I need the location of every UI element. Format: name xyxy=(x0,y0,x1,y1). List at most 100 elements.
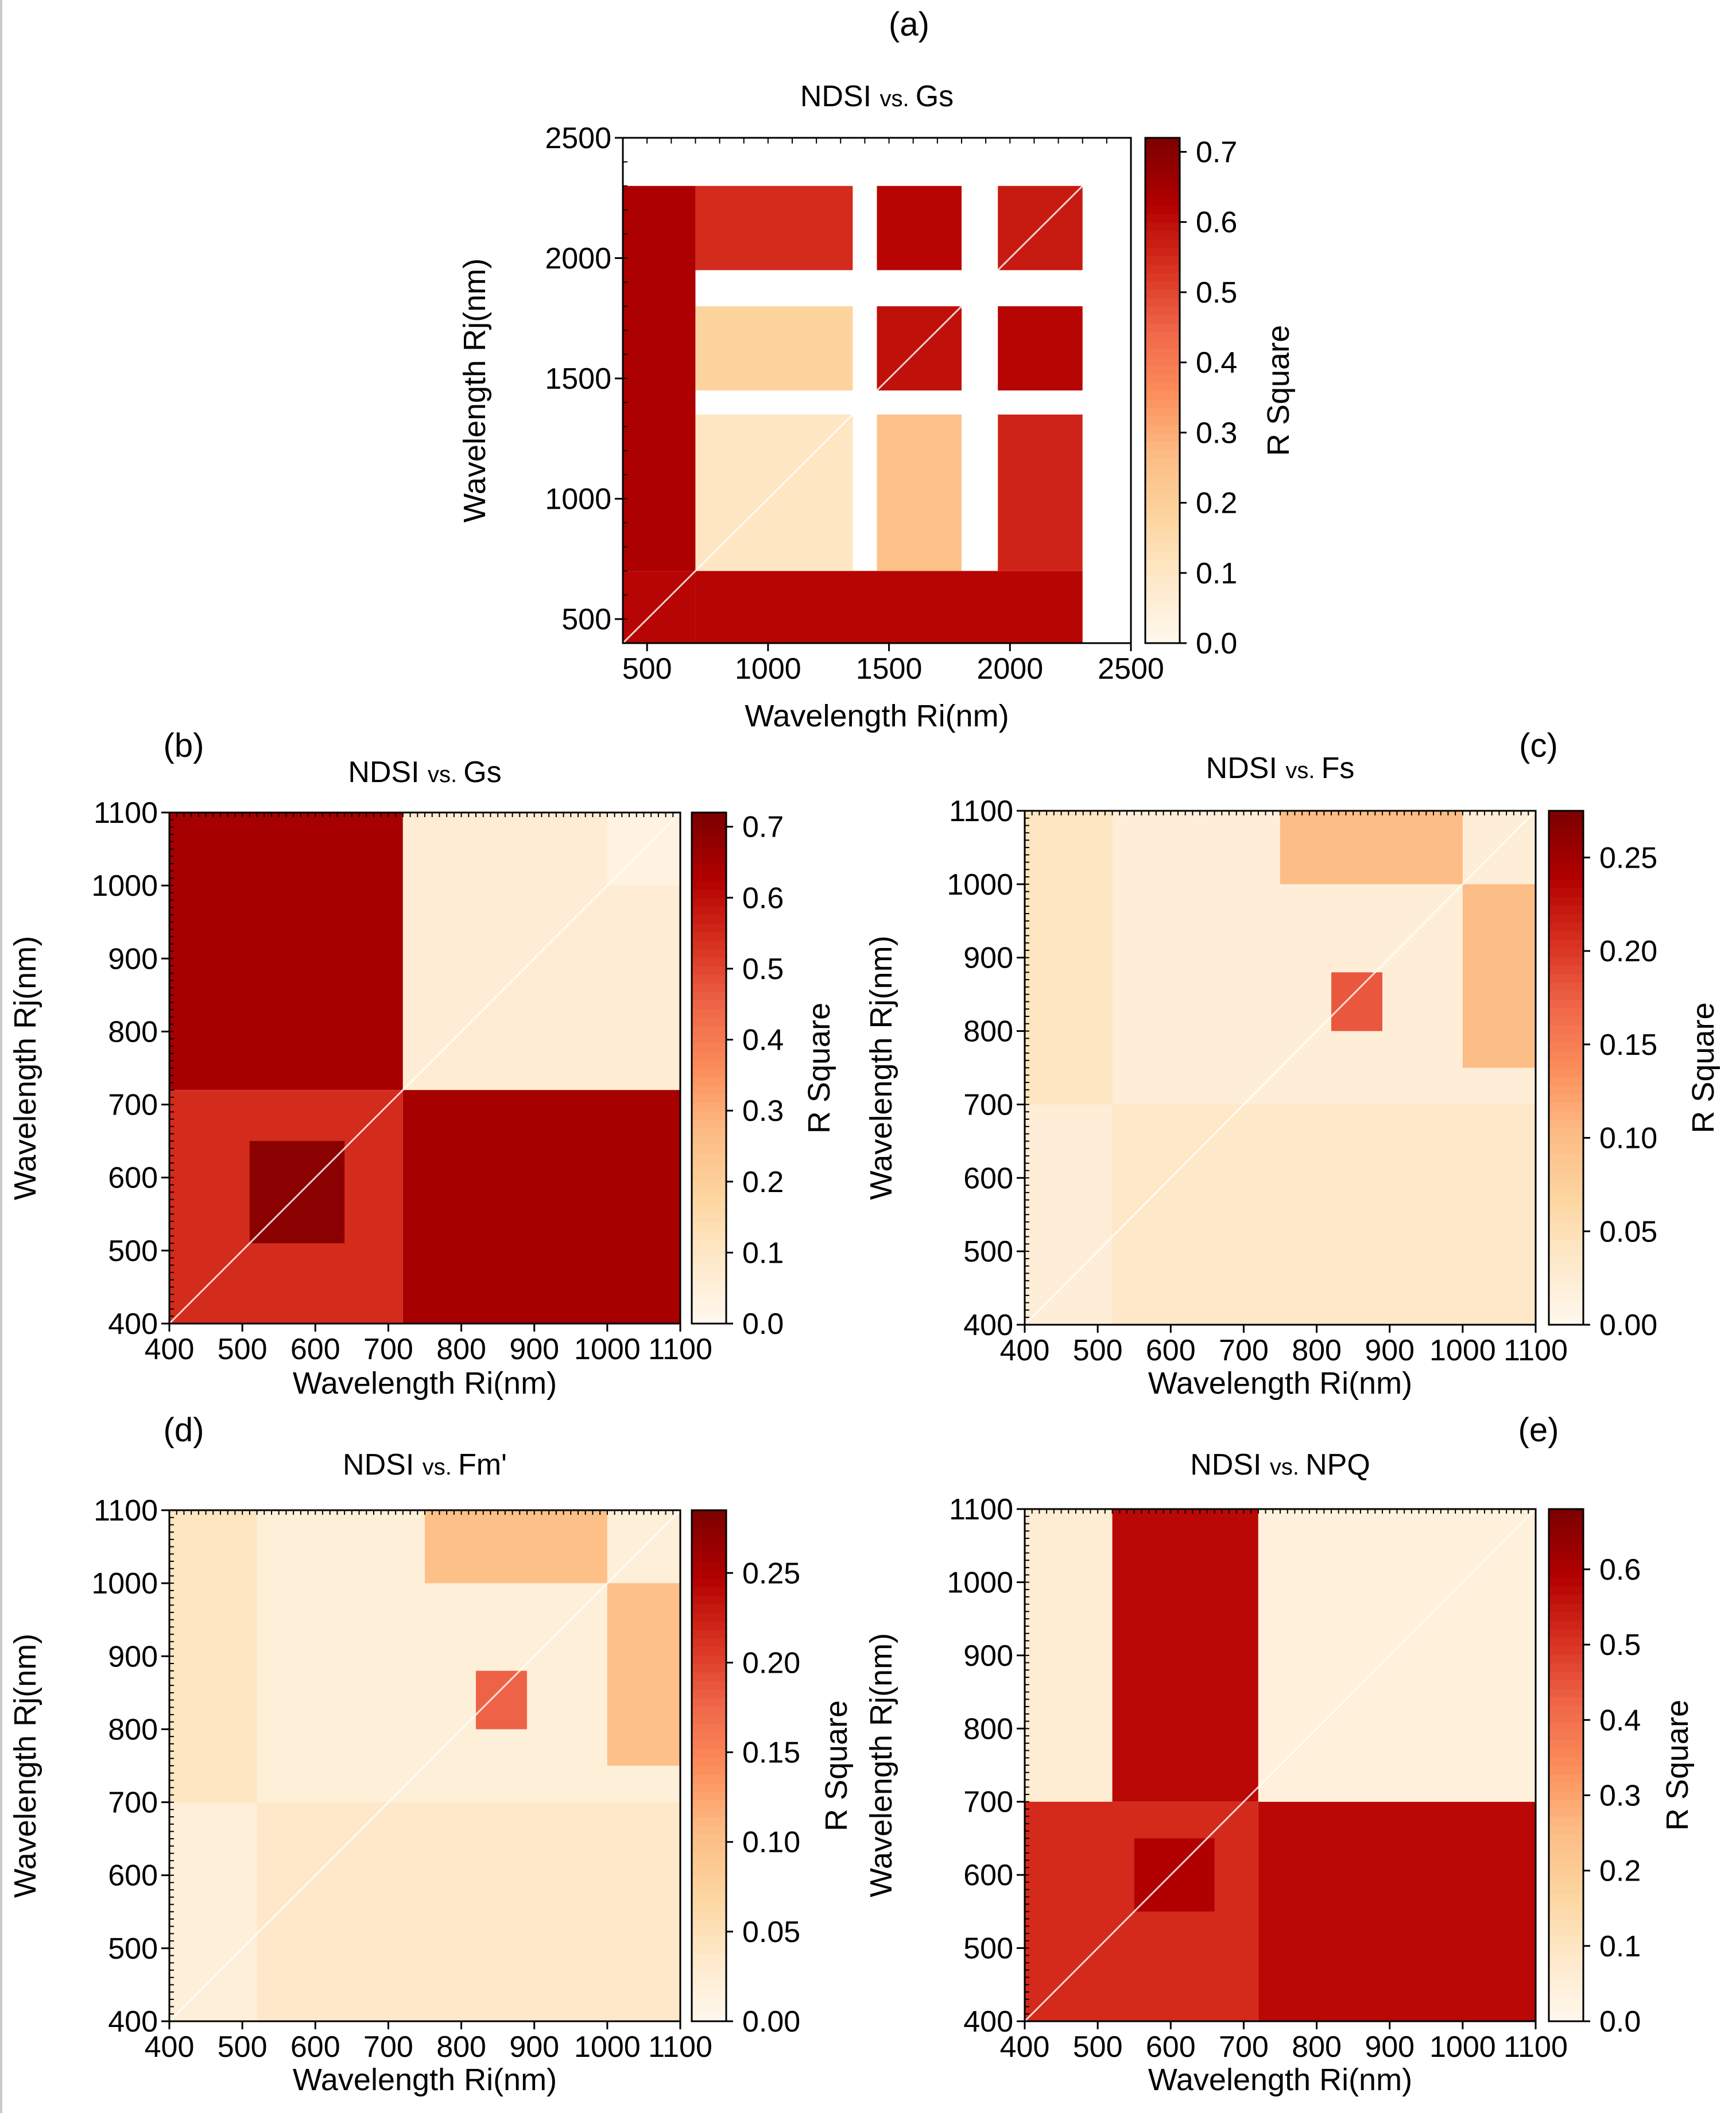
panel-c: 400 500 600 700 800 900 1000 110040050060070080… xyxy=(864,727,1720,1401)
colorbar-segment-b xyxy=(692,906,726,915)
colorbar-segment-a xyxy=(1145,357,1180,366)
y-axis-label-c: Wavelength Rj(nm) xyxy=(864,935,898,1200)
colorbar-segment-d xyxy=(692,1578,726,1588)
y-tick-label-d: 800 xyxy=(108,1713,158,1746)
colorbar-segment-b xyxy=(692,1178,726,1188)
y-tick-label-e: 700 xyxy=(963,1786,1013,1819)
colorbar-segment-b xyxy=(692,940,726,950)
colorbar-segment-d xyxy=(692,1757,726,1766)
colorbar-segment-d xyxy=(692,1527,726,1537)
colorbar-segment-a xyxy=(1145,584,1180,593)
colorbar-segment-d xyxy=(692,1612,726,1622)
heatmap-cell-a-1 xyxy=(623,185,696,571)
x-tick-label-d: 1000 xyxy=(574,2030,641,2064)
colorbar-segment-a xyxy=(1145,247,1180,257)
panel-d: 400 500 600 700 800 900 1000 110040050060070080… xyxy=(8,1411,854,2097)
colorbar-frame-b xyxy=(691,811,727,1325)
colorbar-segment-e xyxy=(1549,1517,1583,1527)
colorbar-frame-c xyxy=(1548,810,1584,1326)
colorbar-segment-e xyxy=(1549,1842,1583,1851)
colorbar-segment-d xyxy=(692,2004,726,2014)
colorbar-segment-a xyxy=(1145,272,1180,282)
colorbar-segment-c xyxy=(1549,1119,1583,1128)
heatmap-cell-e-0 xyxy=(1025,1509,1113,1802)
colorbar-segment-c xyxy=(1549,939,1583,949)
colorbar-segment-d xyxy=(692,1535,726,1545)
colorbar-segment-d xyxy=(692,1859,726,1869)
colorbar-segment-c xyxy=(1549,930,1583,940)
colorbar-segment-e xyxy=(1549,1739,1583,1749)
colorbar-segment-d xyxy=(692,1740,726,1750)
colorbar-segment-c xyxy=(1549,1059,1583,1069)
x-tick-label-b: 400 xyxy=(145,1333,195,1366)
y-tick-label-c: 500 xyxy=(963,1235,1013,1268)
colorbar-segment-e xyxy=(1549,1901,1583,1911)
colorbar-segment-e xyxy=(1549,1569,1583,1578)
colorbar-segment-a xyxy=(1145,306,1180,315)
heatmap-cell-c-3 xyxy=(1462,884,1536,1068)
y-tick-label-c: 800 xyxy=(963,1015,1013,1049)
colorbar-tick-label-d: 0.15 xyxy=(742,1736,800,1770)
colorbar-tick-label-d: 0.05 xyxy=(742,1916,800,1949)
colorbar-segment-d xyxy=(692,1962,726,1971)
colorbar-segment-b xyxy=(692,1093,726,1103)
colorbar-segment-a xyxy=(1145,146,1180,156)
colorbar-segment-d xyxy=(692,1987,726,1997)
heatmap-cells-b xyxy=(169,813,680,1324)
colorbar-segment-c xyxy=(1549,1179,1583,1189)
colorbar-segment-a xyxy=(1145,618,1180,627)
colorbar-tick-label-c: 0.20 xyxy=(1599,935,1657,968)
y-tick-label-c: 900 xyxy=(963,942,1013,975)
colorbar-segment-a xyxy=(1145,508,1180,517)
colorbar-segment-a xyxy=(1145,449,1180,459)
colorbar-segment-d xyxy=(692,1919,726,1928)
colorbar-segment-d xyxy=(692,1510,726,1519)
colorbar-segment-c xyxy=(1549,836,1583,846)
colorbar-tick-label-b: 0.1 xyxy=(742,1236,784,1270)
y-tick-label-d: 400 xyxy=(108,2005,158,2038)
colorbar-segment-d xyxy=(692,1655,726,1664)
colorbar-segment-e xyxy=(1549,1543,1583,1553)
chart-title-b: NDSI vs. Gs xyxy=(348,756,501,789)
colorbar-segment-d xyxy=(692,1748,726,1758)
colorbar-frame-d xyxy=(691,1509,727,2022)
x-tick-label-a: 500 xyxy=(622,652,672,686)
colorbar-segment-d xyxy=(692,1620,726,1630)
colorbar-tick-label-c: 0.15 xyxy=(1599,1028,1657,1062)
colorbar-segment-d xyxy=(692,1833,726,1843)
colorbar-segment-d xyxy=(692,1842,726,1852)
colorbar-segment-d xyxy=(692,1910,726,1920)
colorbar-segment-e xyxy=(1549,1688,1583,1698)
y-tick-label-b: 400 xyxy=(108,1307,158,1341)
y-tick-label-d: 700 xyxy=(108,1786,158,1820)
colorbar-segment-d xyxy=(692,1800,726,1809)
colorbar-segment-d xyxy=(692,1782,726,1792)
x-tick-label-c: 800 xyxy=(1292,1334,1342,1367)
colorbar-segment-c xyxy=(1549,1282,1583,1291)
x-tick-label-d: 600 xyxy=(290,2030,340,2064)
colorbar-segment-a xyxy=(1145,635,1180,644)
y-tick-label-b: 500 xyxy=(108,1235,158,1268)
colorbar-segment-a xyxy=(1145,609,1180,618)
colorbar-tick-label-d: 0.20 xyxy=(742,1646,800,1680)
heatmap-cell-a-6 xyxy=(695,306,853,390)
y-tick-label-c: 400 xyxy=(963,1309,1013,1342)
heatmap-cell-b-1 xyxy=(402,1090,680,1324)
colorbar-segment-c xyxy=(1549,1196,1583,1206)
colorbar-segment-d xyxy=(692,1706,726,1715)
panel-label-d: (d) xyxy=(164,1411,204,1449)
y-tick-label-e: 400 xyxy=(963,2005,1013,2038)
colorbar-segment-d xyxy=(692,1723,726,1732)
colorbar-segment-a xyxy=(1145,214,1180,223)
colorbar-segment-b xyxy=(692,1281,726,1290)
colorbar-segment-e xyxy=(1549,1594,1583,1604)
heatmap-cell-d-3 xyxy=(607,1583,680,1766)
colorbar-segment-b xyxy=(692,1306,726,1316)
colorbar-segment-a xyxy=(1145,542,1180,551)
colorbar-tick-label-b: 0.6 xyxy=(742,881,784,915)
colorbar-tick-label-a: 0.2 xyxy=(1196,487,1237,520)
panel-e: 400 500 600 700 800 900 1000 110040050060070080… xyxy=(864,1411,1695,2097)
colorbar-segment-e xyxy=(1549,1944,1583,1954)
colorbar-segment-a xyxy=(1145,256,1180,265)
colorbar-segment-c xyxy=(1549,1016,1583,1026)
